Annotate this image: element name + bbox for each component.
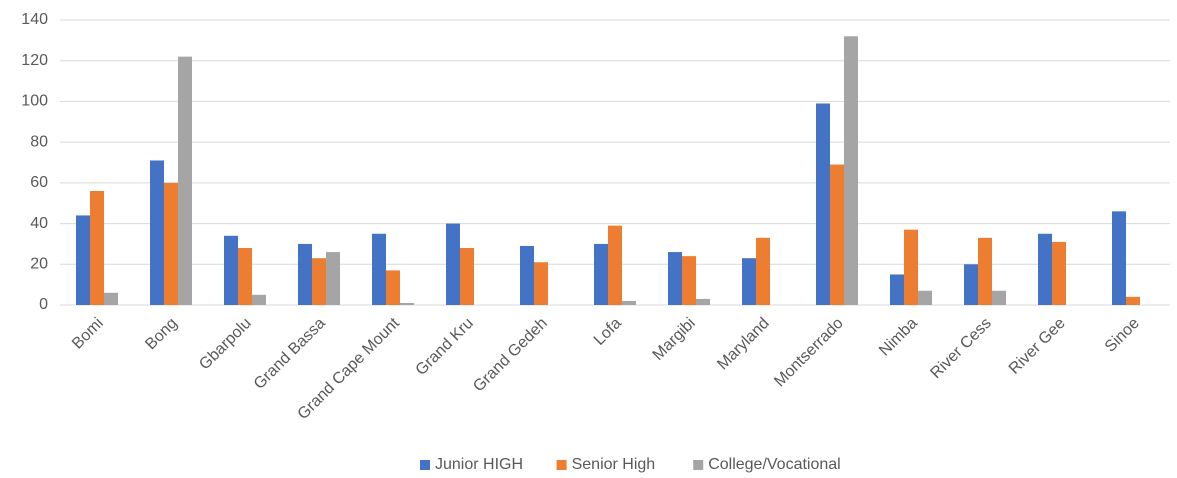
bar bbox=[400, 302, 414, 305]
y-tick-label: 140 bbox=[21, 11, 48, 28]
x-tick-label: Nimba bbox=[876, 315, 921, 360]
bar bbox=[830, 164, 844, 305]
legend-swatch bbox=[556, 460, 567, 470]
bar bbox=[460, 248, 474, 305]
bar bbox=[372, 233, 386, 305]
x-tick-label: River Gee bbox=[1006, 315, 1069, 378]
bar bbox=[622, 300, 636, 305]
y-tick-label: 40 bbox=[30, 215, 48, 232]
x-tick-label: Montserrado bbox=[771, 315, 847, 391]
y-tick-label: 20 bbox=[30, 256, 48, 273]
bar bbox=[608, 225, 622, 305]
bar bbox=[76, 215, 90, 305]
bar bbox=[150, 160, 164, 305]
bar bbox=[252, 294, 266, 305]
y-tick-label: 60 bbox=[30, 174, 48, 191]
bar bbox=[1126, 296, 1140, 305]
legend-label: College/Vocational bbox=[708, 456, 841, 473]
bar bbox=[682, 256, 696, 305]
bar bbox=[238, 248, 252, 305]
bar bbox=[104, 292, 118, 305]
y-tick-label: 100 bbox=[21, 93, 48, 110]
bar bbox=[992, 290, 1006, 305]
legend-label: Junior HIGH bbox=[435, 456, 523, 473]
legend-swatch bbox=[693, 460, 704, 470]
bar bbox=[446, 223, 460, 305]
x-tick-label: Grand Bassa bbox=[251, 315, 329, 393]
x-tick-label: Grand Kru bbox=[413, 315, 477, 379]
bar bbox=[224, 235, 238, 305]
bar bbox=[978, 237, 992, 305]
bar bbox=[326, 252, 340, 305]
bar bbox=[844, 36, 858, 306]
y-tick-label: 120 bbox=[21, 52, 48, 69]
bar bbox=[742, 258, 756, 305]
x-tick-label: Lofa bbox=[591, 315, 625, 349]
bar bbox=[1112, 211, 1126, 305]
x-tick-label: Margibi bbox=[650, 315, 699, 364]
bar bbox=[904, 229, 918, 305]
y-tick-label: 80 bbox=[30, 133, 48, 150]
legend-swatch bbox=[420, 460, 430, 470]
bar bbox=[386, 270, 400, 305]
bar bbox=[696, 298, 710, 305]
bar bbox=[298, 243, 312, 305]
x-tick-label: Bomi bbox=[69, 315, 107, 353]
x-tick-label: Sinoe bbox=[1102, 315, 1143, 356]
x-tick-label: Bong bbox=[142, 315, 180, 353]
bar bbox=[918, 290, 932, 305]
bar bbox=[534, 262, 548, 305]
y-tick-label: 0 bbox=[39, 296, 48, 313]
bar bbox=[1038, 233, 1052, 305]
x-tick-label: Maryland bbox=[714, 315, 773, 374]
bar bbox=[164, 182, 178, 305]
bar bbox=[1052, 241, 1066, 305]
x-tick-label: Gbarpolu bbox=[196, 315, 255, 374]
bar bbox=[964, 264, 978, 305]
bar bbox=[594, 243, 608, 305]
bar bbox=[668, 252, 682, 305]
bar bbox=[756, 237, 770, 305]
bar bbox=[90, 191, 104, 305]
bar bbox=[890, 274, 904, 305]
bar bbox=[816, 103, 830, 305]
bar bbox=[178, 56, 192, 306]
x-tick-label: Grand Gedeh bbox=[470, 315, 551, 396]
bar bbox=[520, 245, 534, 305]
bar bbox=[312, 258, 326, 305]
x-tick-label: River Cess bbox=[927, 315, 994, 382]
legend-label: Senior High bbox=[572, 456, 656, 473]
